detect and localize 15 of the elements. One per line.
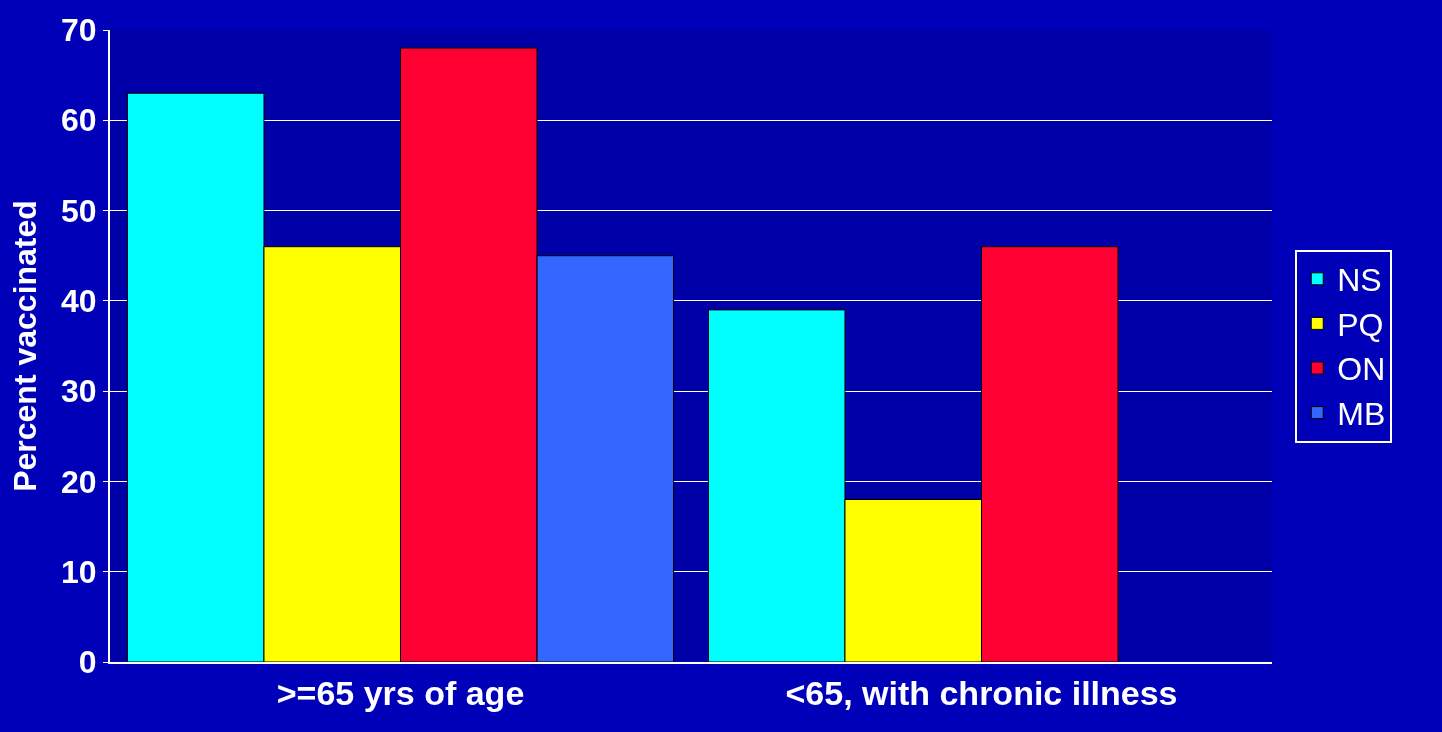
y-tick-label: 20 [61, 463, 97, 500]
y-tick-label: 10 [61, 553, 97, 590]
x-tick-label: >=65 yrs of age [276, 673, 525, 712]
y-tick-label: 0 [78, 644, 97, 681]
y-tick-label: 40 [61, 283, 97, 320]
legend-label: PQ [1337, 306, 1384, 343]
x-tick-label: <65, with chronic illness [785, 673, 1178, 712]
y-tick-label: 30 [61, 373, 97, 410]
y-tick-label: 70 [61, 12, 97, 49]
y-tick-label: 60 [61, 102, 97, 139]
y-axis-title: Percent vaccinated [6, 200, 43, 492]
legend-label: MB [1337, 396, 1386, 433]
y-tick-label: 50 [61, 192, 97, 229]
legend-label: ON [1337, 351, 1386, 388]
legend-label: NS [1337, 262, 1382, 299]
